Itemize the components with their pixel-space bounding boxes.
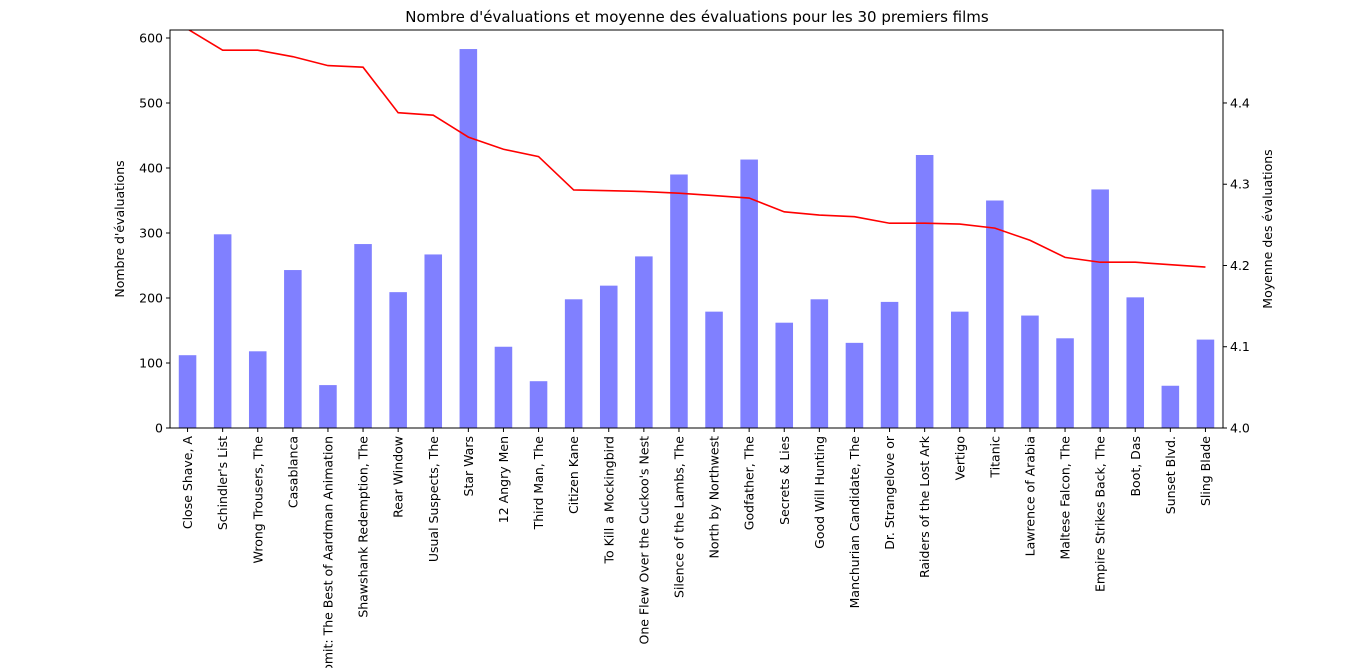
- bar: [284, 270, 302, 428]
- x-tick-label: North by Northwest: [707, 436, 722, 559]
- y-tick-label: 200: [139, 290, 163, 305]
- x-tick-label: Third Man, The: [531, 436, 546, 531]
- bar: [1196, 339, 1215, 428]
- bar: [248, 351, 267, 428]
- x-tick-label: Boot, Das: [1128, 436, 1143, 497]
- x-tick-label: Vertigo: [952, 436, 967, 480]
- x-tick-label: Wallace & Gromit: The Best of Aardman An…: [320, 436, 335, 668]
- y-tick-label: 600: [139, 30, 163, 45]
- x-tick-label: Close Shave, A: [180, 436, 195, 530]
- bar: [1126, 297, 1145, 428]
- x-tick-label: Titanic: [987, 436, 1002, 479]
- bar: [529, 381, 548, 428]
- bar: [319, 385, 337, 428]
- y2-axis-label: Moyenne des évaluations: [1260, 149, 1275, 308]
- bar: [424, 254, 443, 428]
- x-tick-label: Sling Blade: [1198, 436, 1213, 506]
- chart-title: Nombre d'évaluations et moyenne des éval…: [405, 8, 989, 26]
- y2-tick-label: 4.1: [1230, 339, 1250, 354]
- x-tick-label: Empire Strikes Back, The: [1093, 436, 1108, 592]
- x-tick-label: Lawrence of Arabia: [1022, 436, 1037, 556]
- y-tick-label: 500: [139, 95, 163, 110]
- x-tick-label: One Flew Over the Cuckoo's Nest: [636, 436, 651, 645]
- x-tick-label: Godfather, The: [742, 436, 757, 530]
- bar: [1091, 189, 1109, 428]
- x-tick-label: 12 Angry Men: [496, 436, 511, 523]
- y2-tick-label: 4.4: [1230, 95, 1250, 110]
- bar: [635, 256, 653, 428]
- bar: [1161, 385, 1180, 428]
- bar: [740, 159, 758, 428]
- y-axis-label: Nombre d'évaluations: [112, 160, 127, 297]
- bar: [670, 174, 688, 428]
- x-tick-label: Citizen Kane: [566, 436, 581, 514]
- x-tick-label: Good Will Hunting: [812, 436, 827, 549]
- bar: [845, 342, 864, 428]
- y-tick-label: 300: [139, 225, 163, 240]
- y2-tick-label: 4.3: [1230, 177, 1250, 192]
- x-tick-label: To Kill a Mockingbird: [601, 436, 616, 565]
- x-tick-label: Dr. Strangelove or: [882, 435, 897, 550]
- bar: [459, 49, 478, 428]
- x-tick-label: Schindler's List: [215, 436, 230, 530]
- axes-frame: [169, 29, 1224, 429]
- line: [187, 30, 1206, 268]
- bar: [389, 292, 407, 428]
- y-tick-label: 400: [139, 160, 163, 175]
- bar: [213, 234, 232, 428]
- bar: [880, 301, 899, 428]
- x-tick-label: Silence of the Lambs, The: [671, 436, 686, 598]
- bar: [354, 244, 372, 428]
- bar: [494, 346, 513, 428]
- x-tick-label: Raiders of the Lost Ark: [917, 435, 932, 578]
- bar: [1056, 338, 1074, 428]
- bar: [1021, 315, 1039, 428]
- x-tick-label: Secrets & Lies: [777, 436, 792, 525]
- bar: [178, 355, 197, 428]
- plot-area: [178, 30, 1215, 428]
- bar: [950, 311, 969, 428]
- x-tick-label: Usual Suspects, The: [426, 436, 441, 562]
- x-tick-label: Shawshank Redemption, The: [356, 436, 371, 618]
- bar: [705, 311, 723, 428]
- bar: [915, 154, 934, 428]
- y2-tick-label: 4.2: [1230, 258, 1250, 273]
- bar: [775, 322, 794, 428]
- x-tick-label: Rear Window: [391, 436, 406, 518]
- bar: [564, 299, 583, 428]
- bar: [986, 200, 1004, 428]
- y-tick-label: 0: [155, 421, 163, 436]
- x-tick-label: Manchurian Candidate, The: [847, 436, 862, 609]
- x-tick-label: Casablanca: [285, 436, 300, 508]
- y-tick-label: 100: [139, 355, 163, 370]
- x-tick-label: Sunset Blvd.: [1163, 436, 1178, 514]
- bar: [599, 285, 618, 428]
- y2-tick-label: 4.0: [1230, 421, 1250, 436]
- x-tick-label: Wrong Trousers, The: [250, 436, 265, 564]
- bar: [810, 299, 829, 428]
- x-tick-label: Maltese Falcon, The: [1058, 436, 1073, 560]
- x-tick-label: Star Wars: [461, 436, 476, 496]
